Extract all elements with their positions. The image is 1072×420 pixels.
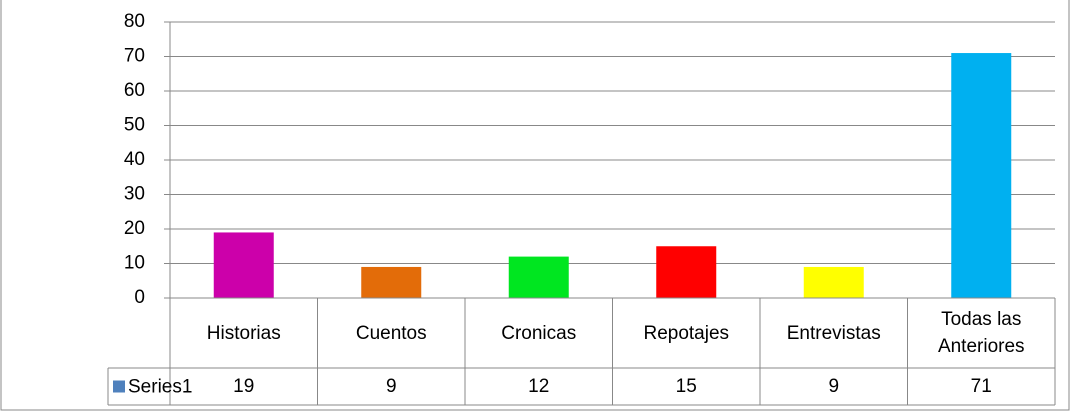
chart-border <box>0 0 1070 411</box>
legend-label: Series1 <box>128 377 192 398</box>
data-label: 71 <box>970 376 992 397</box>
x-tick-label: Cronicas <box>501 322 577 344</box>
bar <box>213 232 274 298</box>
data-label: 15 <box>675 376 697 397</box>
y-tick-label: 30 <box>124 184 145 205</box>
data-label: 19 <box>233 376 255 397</box>
data-label: 9 <box>828 376 840 397</box>
y-tick-label: 20 <box>124 218 145 239</box>
bar <box>951 53 1012 298</box>
data-label: 12 <box>528 376 550 397</box>
y-tick-label: 60 <box>124 80 145 101</box>
x-tick-label: Entrevistas <box>786 322 881 344</box>
bar <box>508 256 569 298</box>
y-tick-label: 80 <box>124 11 145 32</box>
y-tick-label: 40 <box>124 149 145 170</box>
bar <box>361 266 422 298</box>
x-tick-label: Historias <box>206 322 281 344</box>
bar <box>803 266 864 298</box>
x-tick-label: Repotajes <box>643 322 730 344</box>
y-tick-label: 10 <box>124 253 145 274</box>
y-tick-label: 70 <box>124 46 145 67</box>
y-tick-label: 50 <box>124 115 145 136</box>
x-tick-label: Cuentos <box>355 322 427 344</box>
bar <box>656 246 717 298</box>
x-tick-label: Todas las Anteriores <box>937 309 1025 357</box>
data-label: 9 <box>385 376 397 397</box>
y-tick-label: 0 <box>134 287 145 308</box>
legend-key <box>113 380 125 393</box>
